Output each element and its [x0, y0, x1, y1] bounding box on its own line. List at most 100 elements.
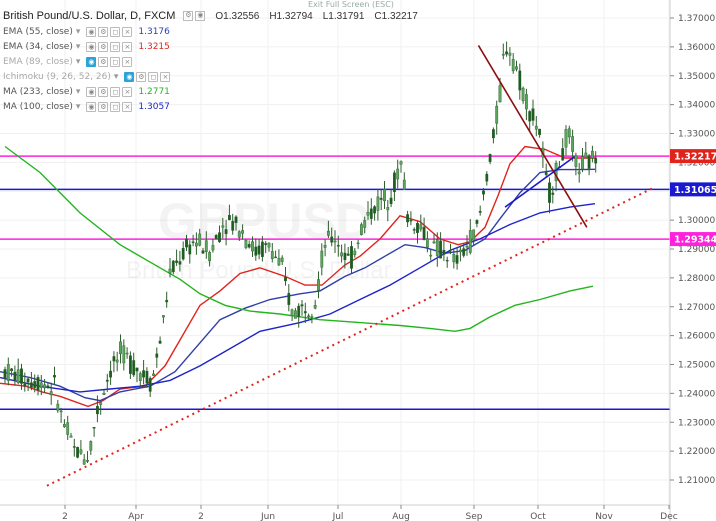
settings-icon[interactable]: ⚙ — [98, 56, 109, 67]
candle-body — [185, 238, 188, 248]
settings-icon[interactable]: ⚙ — [136, 71, 147, 82]
candle-body — [168, 268, 172, 274]
ohlc-low: L1.31791 — [322, 10, 365, 22]
candle-body — [274, 256, 277, 259]
price-tick-label: 1.37000 — [678, 14, 715, 24]
candle-body — [313, 305, 317, 309]
price-axis[interactable]: 1.37000 1.36000 1.35000 1.34000 1.33000 1.320… — [669, 0, 715, 521]
indicator-name: Ichimoku (9, 26, 52, 26) — [3, 71, 111, 82]
dropdown-arrow-icon[interactable]: ▾ — [75, 41, 81, 52]
candle-body — [402, 179, 406, 190]
candle-body — [125, 352, 129, 355]
dropdown-arrow-icon[interactable]: ▾ — [113, 71, 119, 82]
remove-icon[interactable]: × — [122, 56, 133, 67]
candle-body — [336, 245, 340, 247]
indicator-row[interactable]: EMA (34, close) ▾ ◉ ⚙ ◻ × 1.3215 — [3, 39, 418, 54]
candle-body — [393, 172, 396, 192]
candle-body — [528, 111, 532, 122]
trend-lines[interactable] — [46, 45, 653, 487]
settings-icon[interactable]: ⚙ — [183, 11, 194, 21]
candle-body — [511, 59, 515, 72]
remove-icon[interactable]: × — [122, 26, 133, 37]
source-icon[interactable]: ◻ — [110, 26, 121, 37]
dropdown-arrow-icon[interactable]: ▾ — [75, 86, 81, 97]
visibility-icon[interactable]: ◉ — [195, 11, 206, 21]
eye-icon[interactable]: ◉ — [124, 71, 135, 82]
candle-body — [442, 250, 446, 255]
indicator-row[interactable]: Ichimoku (9, 26, 52, 26) ▾ ◉ ⚙ ◻ × — [3, 69, 418, 84]
candle-body — [564, 129, 568, 148]
price-tick-label: 1.29000 — [678, 245, 715, 255]
candle-body — [63, 424, 66, 428]
candle-body — [72, 446, 76, 448]
candle-body — [53, 375, 56, 378]
indicator-row[interactable]: MA (233, close) ▾ ◉ ⚙ ◻ × 1.2771 — [3, 84, 418, 99]
settings-icon[interactable]: ⚙ — [98, 86, 109, 97]
time-axis[interactable]: 2 Apr 2 Jun Jul Aug Sep Oct Nov Dec — [0, 504, 678, 521]
indicator-row[interactable]: EMA (89, close) ▾ ◉ ⚙ ◻ × — [3, 54, 418, 69]
candle-body — [20, 368, 23, 384]
candle-body — [132, 360, 136, 376]
candle-body — [267, 242, 271, 248]
source-icon[interactable]: ◻ — [148, 71, 159, 82]
settings-icon[interactable]: ⚙ — [98, 41, 109, 52]
eye-icon[interactable]: ◉ — [86, 56, 97, 67]
indicator-row[interactable]: MA (100, close) ▾ ◉ ⚙ ◻ × 1.3057 — [3, 99, 418, 114]
candle-body — [59, 410, 63, 413]
dropdown-arrow-icon[interactable]: ▾ — [75, 101, 81, 112]
remove-icon[interactable]: × — [122, 41, 133, 52]
candle-body — [459, 249, 462, 253]
candle-body — [389, 197, 393, 205]
exit-full-screen-link[interactable]: Exit Full Screen (ESC) — [308, 0, 394, 9]
eye-icon[interactable]: ◉ — [86, 26, 97, 37]
eye-icon[interactable]: ◉ — [86, 101, 97, 112]
ma-line — [0, 168, 596, 402]
candle-body — [82, 459, 86, 465]
candle-body — [534, 125, 538, 130]
indicator-controls: ◉ ⚙ ◻ × — [124, 71, 171, 82]
indicator-row[interactable]: EMA (55, close) ▾ ◉ ⚙ ◻ × 1.3176 — [3, 24, 418, 39]
source-icon[interactable]: ◻ — [110, 86, 121, 97]
dropdown-arrow-icon[interactable]: ▾ — [75, 26, 81, 37]
candle-body — [56, 403, 60, 411]
dropdown-arrow-icon[interactable]: ▾ — [75, 56, 81, 67]
candle-body — [23, 383, 27, 387]
source-icon[interactable]: ◻ — [110, 101, 121, 112]
candle-body — [518, 70, 522, 91]
candle-body — [10, 368, 13, 372]
indicator-value: 1.3176 — [138, 26, 170, 37]
price-label-text: 1.31065 — [674, 185, 716, 196]
candle-body — [333, 240, 337, 243]
candle-body — [33, 381, 37, 388]
candle-body — [544, 172, 548, 175]
candle-body — [13, 371, 17, 381]
candle-body — [439, 240, 442, 259]
price-tick-label: 1.35000 — [678, 72, 715, 82]
remove-icon[interactable]: × — [122, 86, 133, 97]
candle-body — [300, 304, 304, 307]
indicator-name: MA (233, close) — [3, 86, 73, 97]
candle-body — [419, 224, 423, 230]
eye-icon[interactable]: ◉ — [86, 41, 97, 52]
candle-body — [204, 240, 208, 252]
source-icon[interactable]: ◻ — [110, 41, 121, 52]
candle-body — [39, 382, 43, 388]
remove-icon[interactable]: × — [122, 101, 133, 112]
ma-line — [4, 145, 594, 333]
candle-body — [455, 255, 459, 264]
indicator-controls: ◉ ⚙ ◻ × — [86, 86, 133, 97]
candle-body — [482, 190, 485, 195]
candle-body — [138, 373, 142, 381]
settings-icon[interactable]: ⚙ — [98, 101, 109, 112]
candle-body — [310, 316, 314, 318]
source-icon[interactable]: ◻ — [110, 56, 121, 67]
candle-body — [551, 192, 555, 195]
candle-body — [432, 241, 436, 244]
candlesticks — [3, 41, 598, 465]
symbol-title: British Pound/U.S. Dollar, D, FXCM — [3, 10, 176, 22]
candle-body — [16, 369, 20, 383]
remove-icon[interactable]: × — [160, 71, 171, 82]
settings-icon[interactable]: ⚙ — [98, 26, 109, 37]
eye-icon[interactable]: ◉ — [86, 86, 97, 97]
